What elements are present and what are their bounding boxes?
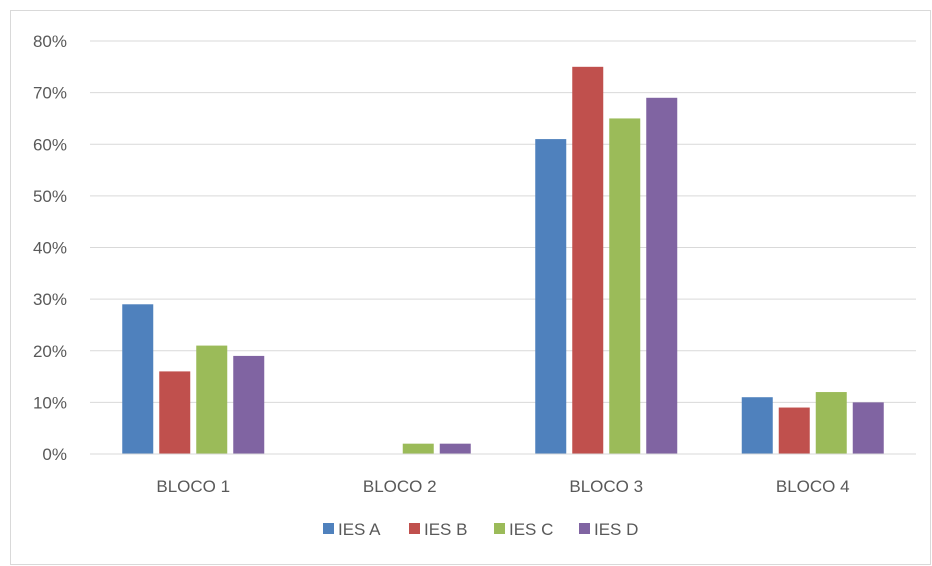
legend-label: IES D [594, 520, 638, 539]
legend-swatch [579, 523, 590, 534]
y-tick-label: 40% [33, 239, 67, 258]
gridlines [90, 40, 916, 403]
chart-frame [10, 10, 931, 565]
legend-swatch [323, 523, 334, 534]
x-category-label: BLOCO 4 [776, 477, 850, 496]
bar-ies-d-bloco-1 [233, 355, 265, 454]
y-tick-label: 80% [33, 32, 67, 51]
y-tick-label: 10% [33, 393, 67, 412]
y-tick-label: 50% [33, 187, 67, 206]
bar-ies-c-bloco-1 [196, 345, 228, 454]
x-category-label: BLOCO 2 [363, 477, 437, 496]
y-axis-tick-labels: 0% 10% 20% 30% 40% 50% 60% 70% 80% [33, 32, 67, 464]
bars [122, 66, 884, 454]
legend-swatch [494, 523, 505, 534]
bar-ies-b-bloco-3 [572, 66, 604, 454]
y-tick-label: 30% [33, 290, 67, 309]
bar-ies-c-bloco-4 [815, 392, 847, 454]
x-category-label: BLOCO 3 [569, 477, 643, 496]
bar-ies-a-bloco-4 [741, 397, 773, 454]
x-axis-category-labels: BLOCO 1 BLOCO 2 BLOCO 3 BLOCO 4 [156, 477, 849, 496]
legend-label: IES A [338, 520, 381, 539]
legend-label: IES B [424, 520, 467, 539]
bar-ies-c-bloco-2 [402, 443, 434, 454]
y-tick-label: 0% [42, 445, 67, 464]
legend: IES A IES B IES C IES D [323, 520, 638, 539]
y-tick-label: 70% [33, 84, 67, 103]
legend-swatch [409, 523, 420, 534]
bar-ies-d-bloco-4 [852, 402, 884, 454]
bar-ies-c-bloco-3 [609, 118, 641, 454]
bar-ies-b-bloco-1 [159, 371, 191, 454]
legend-label: IES C [509, 520, 553, 539]
y-tick-label: 60% [33, 135, 67, 154]
bar-ies-a-bloco-3 [535, 139, 567, 454]
bar-ies-d-bloco-2 [439, 443, 471, 454]
bar-ies-a-bloco-1 [122, 304, 154, 454]
x-category-label: BLOCO 1 [156, 477, 230, 496]
bar-ies-d-bloco-3 [646, 97, 678, 454]
bar-ies-b-bloco-4 [778, 407, 810, 454]
y-tick-label: 20% [33, 342, 67, 361]
